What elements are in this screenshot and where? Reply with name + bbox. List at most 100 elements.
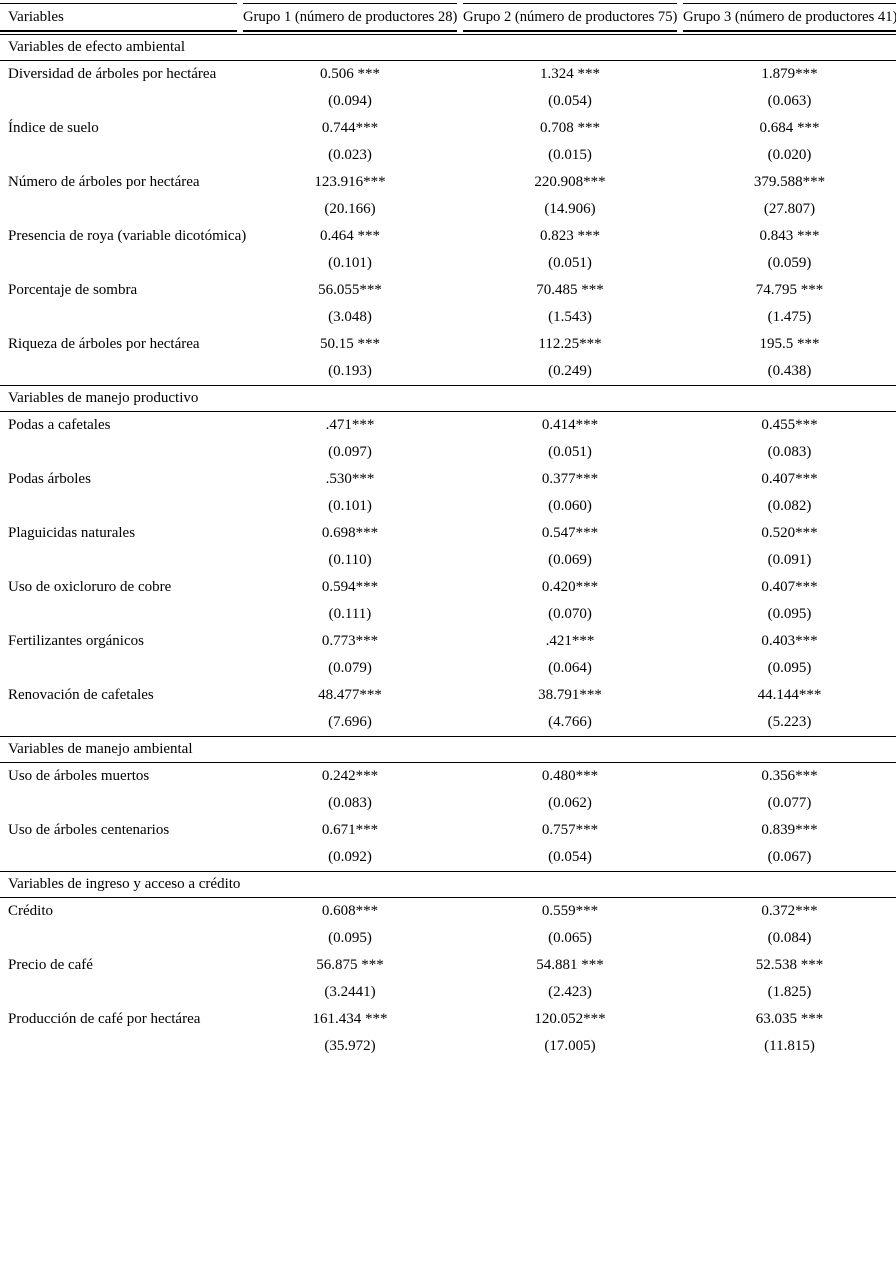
coefficient-value: 0.403*** bbox=[761, 633, 818, 649]
coefficient-value: 38.791*** bbox=[538, 687, 602, 703]
standard-error: (0.097) bbox=[328, 444, 372, 460]
variable-label: Presencia de roya (variable dicotómica) bbox=[8, 228, 247, 244]
coefficient-value: 0.843 *** bbox=[759, 228, 820, 244]
variable-label: Producción de café por hectárea bbox=[8, 1011, 201, 1027]
variable-label: Uso de oxicloruro de cobre bbox=[8, 579, 172, 595]
coefficient-value: 0.377*** bbox=[541, 471, 599, 487]
standard-error: (0.079) bbox=[328, 660, 372, 676]
coefficient-value: 120.052*** bbox=[534, 1011, 606, 1027]
coefficient-value: 0.420*** bbox=[541, 579, 599, 595]
empty-label-cell bbox=[0, 304, 237, 331]
standard-error: (20.166) bbox=[324, 201, 376, 217]
table-row: Índice de suelo 0.744*** 0.708 *** 0.684 **… bbox=[0, 115, 896, 142]
coefficient-value: 0.708 *** bbox=[540, 120, 600, 136]
empty-label-cell bbox=[0, 844, 237, 871]
empty-label-cell bbox=[0, 88, 237, 115]
statistics-table: Variables Grupo 1 (número de productores… bbox=[0, 3, 896, 1060]
standard-error: (0.059) bbox=[767, 255, 812, 271]
coefficient-value: 0.823 *** bbox=[540, 228, 600, 244]
table-row: (0.097) (0.051) (0.083) bbox=[0, 439, 896, 466]
standard-error: (1.475) bbox=[767, 309, 812, 325]
standard-error: (14.906) bbox=[544, 201, 596, 217]
coefficient-value: 220.908*** bbox=[534, 174, 606, 190]
standard-error: (0.054) bbox=[548, 849, 592, 865]
empty-label-cell bbox=[0, 493, 237, 520]
column-header-group-3: Grupo 3 (número de productores 41) bbox=[683, 3, 896, 32]
variable-label: Riqueza de árboles por hectárea bbox=[8, 336, 200, 352]
standard-error: (0.062) bbox=[548, 795, 592, 811]
coefficient-value: 0.372*** bbox=[761, 903, 818, 919]
table-row: (0.094) (0.054) (0.063) bbox=[0, 88, 896, 115]
standard-error: (0.070) bbox=[548, 606, 592, 622]
variable-label: Crédito bbox=[8, 903, 53, 919]
standard-error: (4.766) bbox=[548, 714, 592, 730]
standard-error: (0.051) bbox=[548, 444, 592, 460]
standard-error: (0.095) bbox=[767, 606, 812, 622]
standard-error: (0.015) bbox=[548, 147, 592, 163]
standard-error: (0.438) bbox=[767, 363, 812, 379]
table-row: Crédito 0.608*** 0.559*** 0.372*** bbox=[0, 898, 896, 925]
table-row: Podas a cafetales .471*** 0.414*** 0.455*** bbox=[0, 412, 896, 439]
empty-label-cell bbox=[0, 655, 237, 682]
standard-error: (1.543) bbox=[548, 309, 592, 325]
standard-error: (0.092) bbox=[328, 849, 372, 865]
coefficient-value: 0.480*** bbox=[541, 768, 599, 784]
table-row: Precio de café 56.875 *** 54.881 *** 52.538… bbox=[0, 952, 896, 979]
table-row: (0.083) (0.062) (0.077) bbox=[0, 790, 896, 817]
coefficient-value: 0.698*** bbox=[321, 525, 379, 541]
table-body: Variables de efecto ambiental Diversidad … bbox=[0, 34, 896, 1060]
standard-error: (0.060) bbox=[548, 498, 592, 514]
table-row: Uso de árboles centenarios 0.671*** 0.757*… bbox=[0, 817, 896, 844]
standard-error: (0.083) bbox=[328, 795, 372, 811]
coefficient-value: 1.879*** bbox=[761, 66, 818, 82]
standard-error: (0.095) bbox=[328, 930, 372, 946]
coefficient-value: 112.25*** bbox=[538, 336, 602, 352]
variable-label: Precio de café bbox=[8, 957, 93, 973]
empty-label-cell bbox=[0, 1033, 237, 1060]
variable-label: Porcentaje de sombra bbox=[8, 282, 138, 298]
column-header-group-2: Grupo 2 (número de productores 75) bbox=[463, 3, 677, 32]
standard-error: (0.193) bbox=[328, 363, 372, 379]
coefficient-value: 0.506 *** bbox=[320, 66, 380, 82]
column-header-variables: Variables bbox=[0, 3, 237, 32]
empty-label-cell bbox=[0, 439, 237, 466]
table-row: (0.095) (0.065) (0.084) bbox=[0, 925, 896, 952]
table-row: (0.101) (0.060) (0.082) bbox=[0, 493, 896, 520]
table-row: Producción de café por hectárea 161.434 *… bbox=[0, 1006, 896, 1033]
coefficient-value: 0.744*** bbox=[321, 120, 379, 136]
standard-error: (0.069) bbox=[548, 552, 592, 568]
coefficient-value: 52.538 *** bbox=[755, 957, 824, 973]
standard-error: (3.2441) bbox=[324, 984, 376, 1000]
coefficient-value: 56.055*** bbox=[318, 282, 382, 298]
coefficient-value: 161.434 *** bbox=[312, 1011, 388, 1027]
table-row: (0.110) (0.069) (0.091) bbox=[0, 547, 896, 574]
standard-error: (0.083) bbox=[767, 444, 812, 460]
coefficient-value: 70.485 *** bbox=[536, 282, 604, 298]
table-row: (20.166) (14.906) (27.807) bbox=[0, 196, 896, 223]
standard-error: (7.696) bbox=[328, 714, 372, 730]
column-header-group-1: Grupo 1 (número de productores 28) bbox=[243, 3, 457, 32]
table-row: Uso de árboles muertos 0.242*** 0.480*** 0.… bbox=[0, 763, 896, 790]
coefficient-value: 1.324 *** bbox=[540, 66, 600, 82]
coefficient-value: 54.881 *** bbox=[536, 957, 604, 973]
coefficient-value: 123.916*** bbox=[314, 174, 386, 190]
coefficient-value: 0.242*** bbox=[321, 768, 379, 784]
table-row: Podas árboles .530*** 0.377*** 0.407*** bbox=[0, 466, 896, 493]
standard-error: (0.110) bbox=[328, 552, 372, 568]
table-row: (0.079) (0.064) (0.095) bbox=[0, 655, 896, 682]
standard-error: (0.101) bbox=[328, 255, 372, 271]
standard-error: (3.048) bbox=[328, 309, 372, 325]
section-header-row: Variables de manejo productivo bbox=[0, 385, 896, 412]
coefficient-value: 0.773*** bbox=[321, 633, 379, 649]
standard-error: (0.094) bbox=[328, 93, 372, 109]
table-row: (7.696) (4.766) (5.223) bbox=[0, 709, 896, 736]
empty-label-cell bbox=[0, 196, 237, 223]
table-row: (35.972) (17.005) (11.815) bbox=[0, 1033, 896, 1060]
table-row: Uso de oxicloruro de cobre 0.594*** 0.420*… bbox=[0, 574, 896, 601]
variable-label: Renovación de cafetales bbox=[8, 687, 154, 703]
standard-error: (2.423) bbox=[548, 984, 592, 1000]
variable-label: Uso de árboles muertos bbox=[8, 768, 150, 784]
coefficient-value: 56.875 *** bbox=[316, 957, 384, 973]
empty-label-cell bbox=[0, 358, 237, 385]
standard-error: (0.077) bbox=[767, 795, 812, 811]
